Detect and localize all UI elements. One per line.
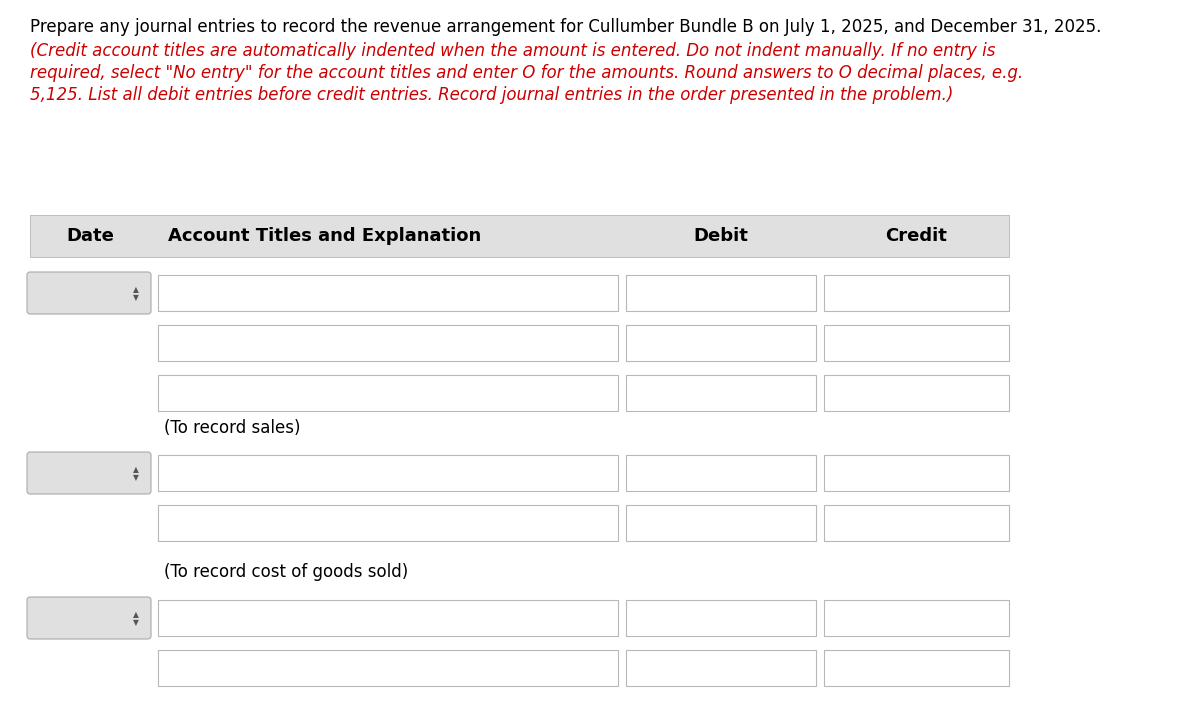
Text: Debit: Debit bbox=[694, 227, 749, 245]
FancyBboxPatch shape bbox=[824, 275, 1009, 311]
FancyBboxPatch shape bbox=[158, 455, 618, 491]
FancyBboxPatch shape bbox=[30, 215, 1009, 257]
FancyBboxPatch shape bbox=[626, 455, 816, 491]
Text: 5,125. List all debit entries before credit entries. Record journal entries in t: 5,125. List all debit entries before cre… bbox=[30, 86, 953, 104]
Text: Credit: Credit bbox=[886, 227, 948, 245]
FancyBboxPatch shape bbox=[158, 375, 618, 411]
FancyBboxPatch shape bbox=[824, 455, 1009, 491]
FancyBboxPatch shape bbox=[28, 452, 151, 494]
Text: ▲: ▲ bbox=[133, 611, 139, 619]
Text: (To record sales): (To record sales) bbox=[164, 419, 300, 437]
Text: ▼: ▼ bbox=[133, 619, 139, 627]
FancyBboxPatch shape bbox=[158, 325, 618, 361]
FancyBboxPatch shape bbox=[626, 505, 816, 541]
Text: ▲: ▲ bbox=[133, 466, 139, 474]
Text: Prepare any journal entries to record the revenue arrangement for Cullumber Bund: Prepare any journal entries to record th… bbox=[30, 18, 1102, 36]
FancyBboxPatch shape bbox=[626, 325, 816, 361]
FancyBboxPatch shape bbox=[626, 375, 816, 411]
Text: (Credit account titles are automatically indented when the amount is entered. Do: (Credit account titles are automatically… bbox=[30, 42, 995, 60]
FancyBboxPatch shape bbox=[824, 505, 1009, 541]
FancyBboxPatch shape bbox=[626, 600, 816, 636]
FancyBboxPatch shape bbox=[158, 505, 618, 541]
Text: Account Titles and Explanation: Account Titles and Explanation bbox=[168, 227, 481, 245]
Text: Date: Date bbox=[66, 227, 114, 245]
FancyBboxPatch shape bbox=[824, 600, 1009, 636]
FancyBboxPatch shape bbox=[158, 275, 618, 311]
Text: required, select "No entry" for the account titles and enter O for the amounts. : required, select "No entry" for the acco… bbox=[30, 64, 1024, 82]
FancyBboxPatch shape bbox=[158, 600, 618, 636]
FancyBboxPatch shape bbox=[824, 325, 1009, 361]
Text: ▲: ▲ bbox=[133, 285, 139, 295]
FancyBboxPatch shape bbox=[28, 597, 151, 639]
Text: (To record cost of goods sold): (To record cost of goods sold) bbox=[164, 563, 408, 581]
FancyBboxPatch shape bbox=[824, 375, 1009, 411]
FancyBboxPatch shape bbox=[626, 275, 816, 311]
FancyBboxPatch shape bbox=[824, 650, 1009, 686]
Text: ▼: ▼ bbox=[133, 474, 139, 482]
FancyBboxPatch shape bbox=[626, 650, 816, 686]
Text: ▼: ▼ bbox=[133, 294, 139, 303]
FancyBboxPatch shape bbox=[28, 272, 151, 314]
FancyBboxPatch shape bbox=[158, 650, 618, 686]
